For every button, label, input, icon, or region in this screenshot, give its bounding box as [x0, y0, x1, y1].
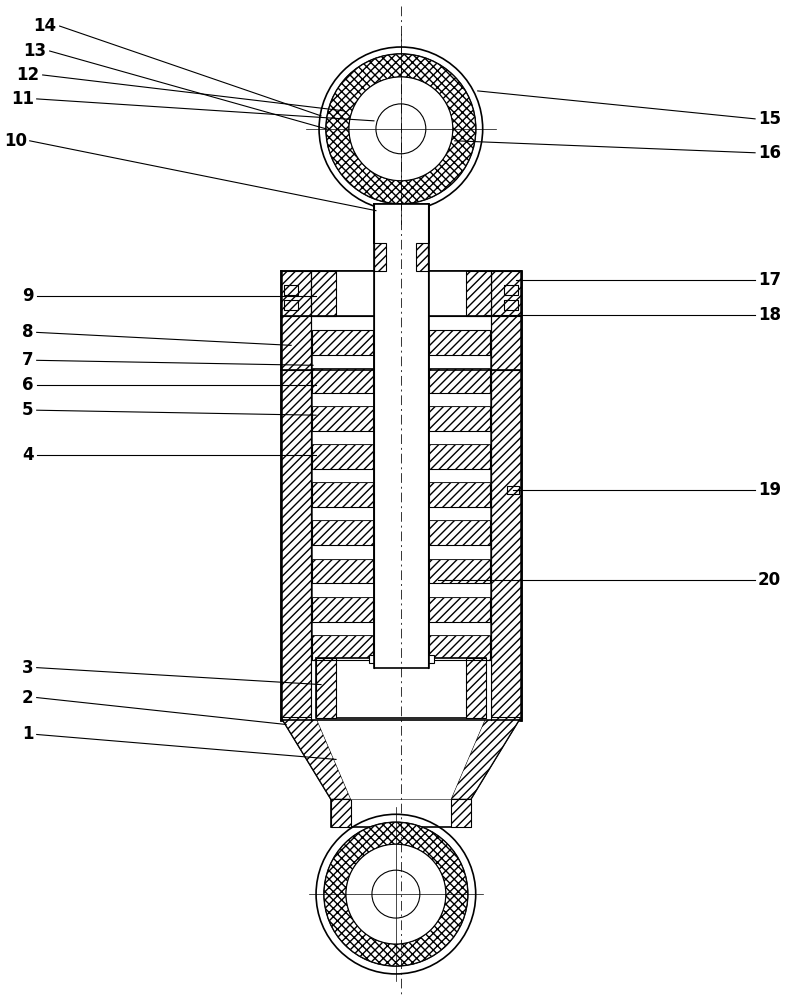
Polygon shape [415, 204, 428, 243]
Bar [428, 545, 489, 559]
Bar [374, 204, 428, 243]
Polygon shape [374, 204, 387, 243]
Bar [507, 486, 519, 494]
Bar [312, 469, 373, 482]
Bar [284, 300, 298, 310]
Polygon shape [312, 368, 373, 393]
Bar [428, 622, 489, 635]
Polygon shape [428, 444, 489, 469]
Polygon shape [331, 799, 351, 827]
Bar [311, 271, 491, 720]
Bar [504, 300, 518, 310]
Text: 3: 3 [22, 659, 34, 677]
Bar [312, 355, 373, 368]
Polygon shape [312, 482, 373, 507]
Polygon shape [491, 271, 520, 720]
Polygon shape [312, 635, 373, 660]
Bar [504, 300, 518, 310]
Bar [428, 355, 489, 368]
Bar [312, 545, 373, 559]
Polygon shape [451, 718, 520, 799]
Text: 16: 16 [758, 144, 781, 162]
Circle shape [346, 844, 446, 944]
Polygon shape [428, 559, 489, 583]
Circle shape [372, 870, 420, 918]
Polygon shape [374, 243, 386, 271]
Text: 19: 19 [758, 481, 781, 499]
Text: 2: 2 [22, 689, 34, 707]
Bar [312, 431, 373, 444]
Text: 17: 17 [758, 271, 781, 289]
Bar [312, 507, 373, 520]
Bar [428, 469, 489, 482]
Bar [428, 431, 489, 444]
Polygon shape [466, 271, 491, 316]
Circle shape [324, 822, 468, 966]
Bar [428, 393, 489, 406]
Text: 14: 14 [33, 17, 57, 35]
Polygon shape [312, 330, 373, 355]
Text: 1: 1 [22, 725, 34, 743]
Circle shape [349, 77, 453, 181]
Polygon shape [312, 406, 373, 431]
Bar [428, 507, 489, 520]
Polygon shape [428, 635, 489, 660]
Text: 4: 4 [22, 446, 34, 464]
Bar [312, 622, 373, 635]
Bar [312, 393, 373, 406]
Polygon shape [466, 658, 485, 718]
Polygon shape [281, 271, 311, 720]
Polygon shape [316, 718, 485, 799]
Text: 10: 10 [4, 132, 27, 150]
Polygon shape [451, 799, 470, 827]
Polygon shape [428, 330, 489, 355]
Text: 18: 18 [758, 306, 781, 324]
Polygon shape [428, 597, 489, 622]
Text: 12: 12 [17, 66, 40, 84]
Polygon shape [316, 658, 336, 718]
Text: 15: 15 [758, 110, 781, 128]
Bar [284, 300, 298, 310]
Text: 5: 5 [22, 401, 34, 419]
Polygon shape [491, 316, 520, 370]
Polygon shape [428, 368, 489, 393]
Circle shape [326, 54, 476, 204]
Polygon shape [312, 444, 373, 469]
Bar [369, 655, 434, 663]
Circle shape [376, 104, 426, 154]
Bar [331, 799, 470, 827]
Bar [507, 486, 519, 494]
Bar [504, 285, 518, 295]
Polygon shape [312, 559, 373, 583]
Polygon shape [281, 718, 351, 799]
Polygon shape [416, 243, 428, 271]
Bar [284, 285, 298, 295]
Text: 13: 13 [24, 42, 47, 60]
Bar [428, 583, 489, 597]
Polygon shape [312, 597, 373, 622]
Text: 11: 11 [11, 90, 34, 108]
Polygon shape [428, 520, 489, 545]
Text: 20: 20 [758, 571, 781, 589]
Bar [281, 271, 520, 720]
Polygon shape [281, 316, 311, 370]
Polygon shape [428, 406, 489, 431]
Polygon shape [281, 718, 520, 799]
Text: 9: 9 [22, 287, 34, 305]
Bar [504, 285, 518, 295]
Bar [284, 285, 298, 295]
Polygon shape [312, 520, 373, 545]
Bar [374, 204, 428, 668]
Bar [316, 658, 485, 718]
Polygon shape [311, 271, 336, 316]
Polygon shape [428, 482, 489, 507]
Bar [312, 583, 373, 597]
Text: 6: 6 [22, 376, 34, 394]
Text: 7: 7 [22, 351, 34, 369]
Text: 8: 8 [22, 323, 34, 341]
